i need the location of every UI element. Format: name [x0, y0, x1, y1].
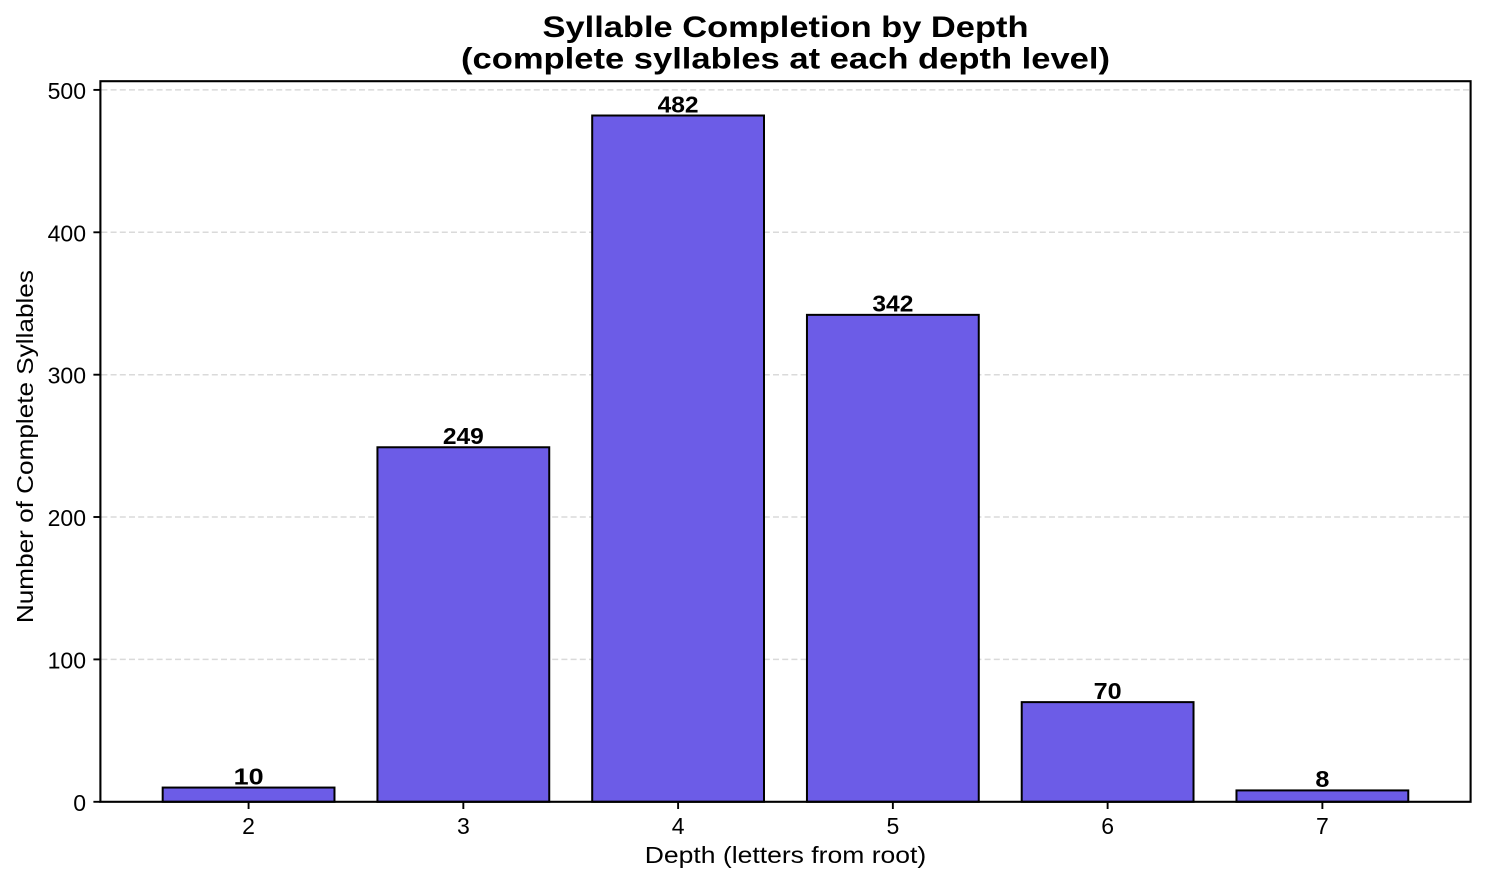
svg-text:482: 482 [658, 91, 699, 117]
svg-text:3: 3 [457, 813, 470, 839]
svg-text:10: 10 [234, 763, 264, 789]
svg-text:300: 300 [48, 363, 86, 389]
svg-text:100: 100 [48, 647, 86, 673]
svg-text:Syllable Completion by Depth: Syllable Completion by Depth [543, 11, 1029, 44]
svg-text:5: 5 [886, 813, 899, 839]
svg-text:Number of Complete Syllables: Number of Complete Syllables [12, 270, 38, 623]
svg-text:Depth (letters from root): Depth (letters from root) [645, 842, 927, 868]
svg-text:200: 200 [48, 505, 86, 531]
svg-text:249: 249 [443, 423, 484, 449]
svg-text:8: 8 [1315, 766, 1329, 792]
svg-text:(complete syllables at each de: (complete syllables at each depth level) [461, 43, 1110, 76]
svg-text:7: 7 [1316, 813, 1329, 839]
svg-text:6: 6 [1101, 813, 1114, 839]
svg-text:500: 500 [48, 78, 86, 104]
svg-text:342: 342 [872, 291, 913, 317]
svg-text:2: 2 [242, 813, 255, 839]
svg-text:70: 70 [1094, 678, 1122, 704]
svg-text:400: 400 [48, 220, 86, 246]
svg-text:4: 4 [672, 813, 685, 839]
svg-text:0: 0 [73, 790, 86, 816]
